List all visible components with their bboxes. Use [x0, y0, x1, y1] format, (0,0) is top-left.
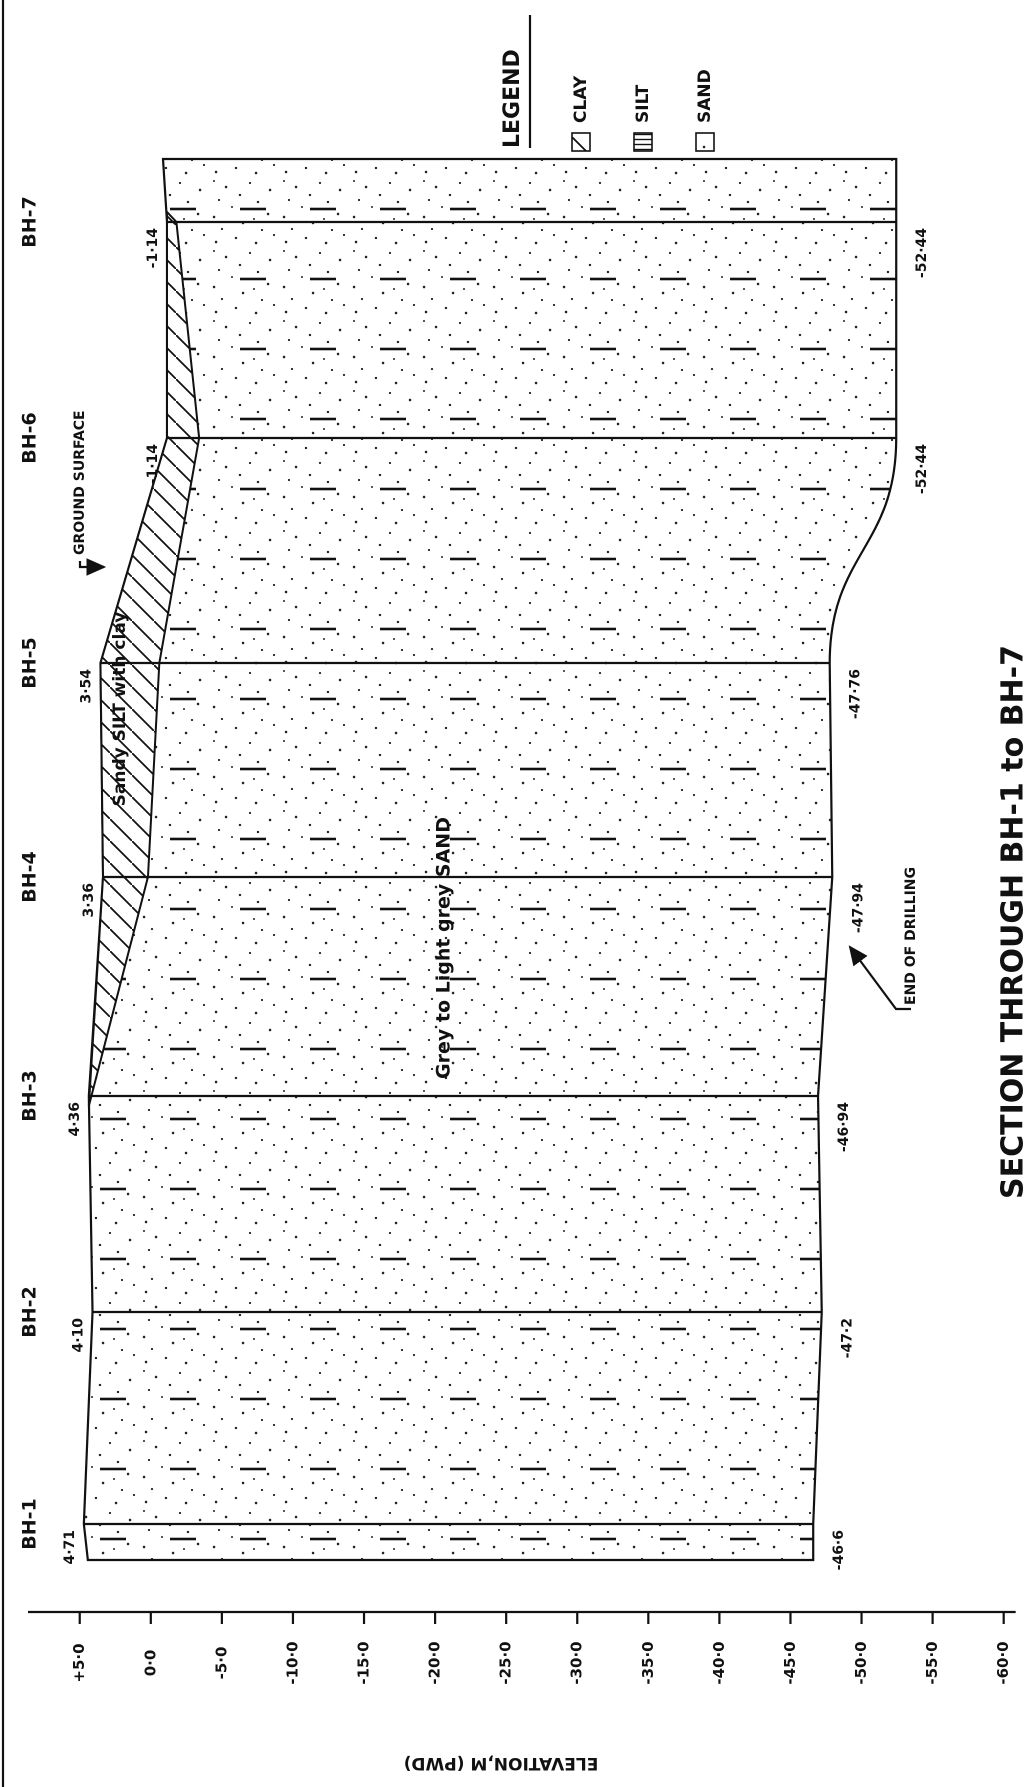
legend-label: SAND	[695, 69, 715, 123]
top-elevation: 4·71	[62, 1530, 78, 1565]
bottom-elevation: -52·44	[914, 444, 930, 494]
bottom-elevation: -47·94	[850, 883, 866, 933]
borehole-label: BH-6	[19, 412, 41, 464]
borehole-label: BH-2	[19, 1286, 41, 1338]
axis-tick-label: -15·0	[355, 1641, 373, 1684]
top-elevation: 4·36	[67, 1102, 83, 1137]
leader-line	[848, 945, 911, 1011]
borehole-label: BH-1	[19, 1498, 41, 1550]
legend-swatch	[695, 132, 715, 152]
axis-tick-label: -35·0	[639, 1641, 657, 1684]
borehole-label: BH-4	[19, 851, 41, 903]
top-elevation: 3·54	[78, 669, 94, 704]
legend-label: CLAY	[571, 75, 591, 123]
borehole-label: BH-7	[19, 196, 41, 248]
leader-line	[78, 558, 107, 576]
top-elevation: -1·14	[145, 228, 161, 269]
legend-swatch	[571, 132, 591, 152]
bottom-elevation: -46·94	[836, 1102, 852, 1152]
annotation: GROUND SURFACE	[72, 410, 88, 555]
top-elevation: 3·36	[81, 883, 97, 918]
axis-tick-label: 0·0	[141, 1650, 159, 1677]
section-group: BH-1 4·71 -46·6 BH-2 4·10 -47·2 BH-3 4·36 -46·94…	[19, 15, 1025, 1685]
borehole-label: BH-5	[19, 637, 41, 689]
legend-swatch	[633, 132, 653, 152]
legend-title: LEGEND	[500, 49, 525, 148]
bottom-elevation: -52·44	[914, 228, 930, 278]
axis-tick-label: -45·0	[781, 1641, 799, 1684]
axis-tick-label: -55·0	[923, 1641, 941, 1684]
sand-stratum	[82, 157, 898, 1562]
axis-label: ELEVATION,M (PWD)	[404, 1753, 599, 1773]
axis-tick-label: -25·0	[497, 1641, 515, 1684]
axis-tick-label: -60·0	[994, 1641, 1012, 1684]
bottom-elevation: -46·6	[831, 1530, 847, 1570]
bottom-elevation: -47·2	[840, 1318, 856, 1358]
axis-tick-label: -5·0	[212, 1647, 230, 1680]
silt-clay-stratum	[87, 209, 201, 1107]
stratum-label: Grey to Light grey SAND	[433, 817, 455, 1079]
axis-tick-label: -40·0	[710, 1641, 728, 1684]
axis-tick-label: +5·0	[70, 1643, 88, 1682]
stratum-label: Sandy SILT with clay	[110, 612, 130, 807]
axis-tick-label: -50·0	[852, 1641, 870, 1684]
section-title: SECTION THROUGH BH-1 to BH-7	[996, 645, 1025, 1199]
axis-tick-label: -10·0	[283, 1641, 301, 1684]
borehole-label: BH-3	[19, 1070, 41, 1122]
top-elevation: 4·10	[71, 1318, 87, 1353]
annotation: END OF DRILLING	[903, 867, 919, 1005]
legend-label: SILT	[633, 84, 653, 123]
top-elevation: -1·14	[145, 444, 161, 485]
bottom-elevation: -47·76	[848, 669, 864, 719]
axis-tick-label: -20·0	[426, 1641, 444, 1684]
axis-tick-label: -30·0	[568, 1641, 586, 1684]
